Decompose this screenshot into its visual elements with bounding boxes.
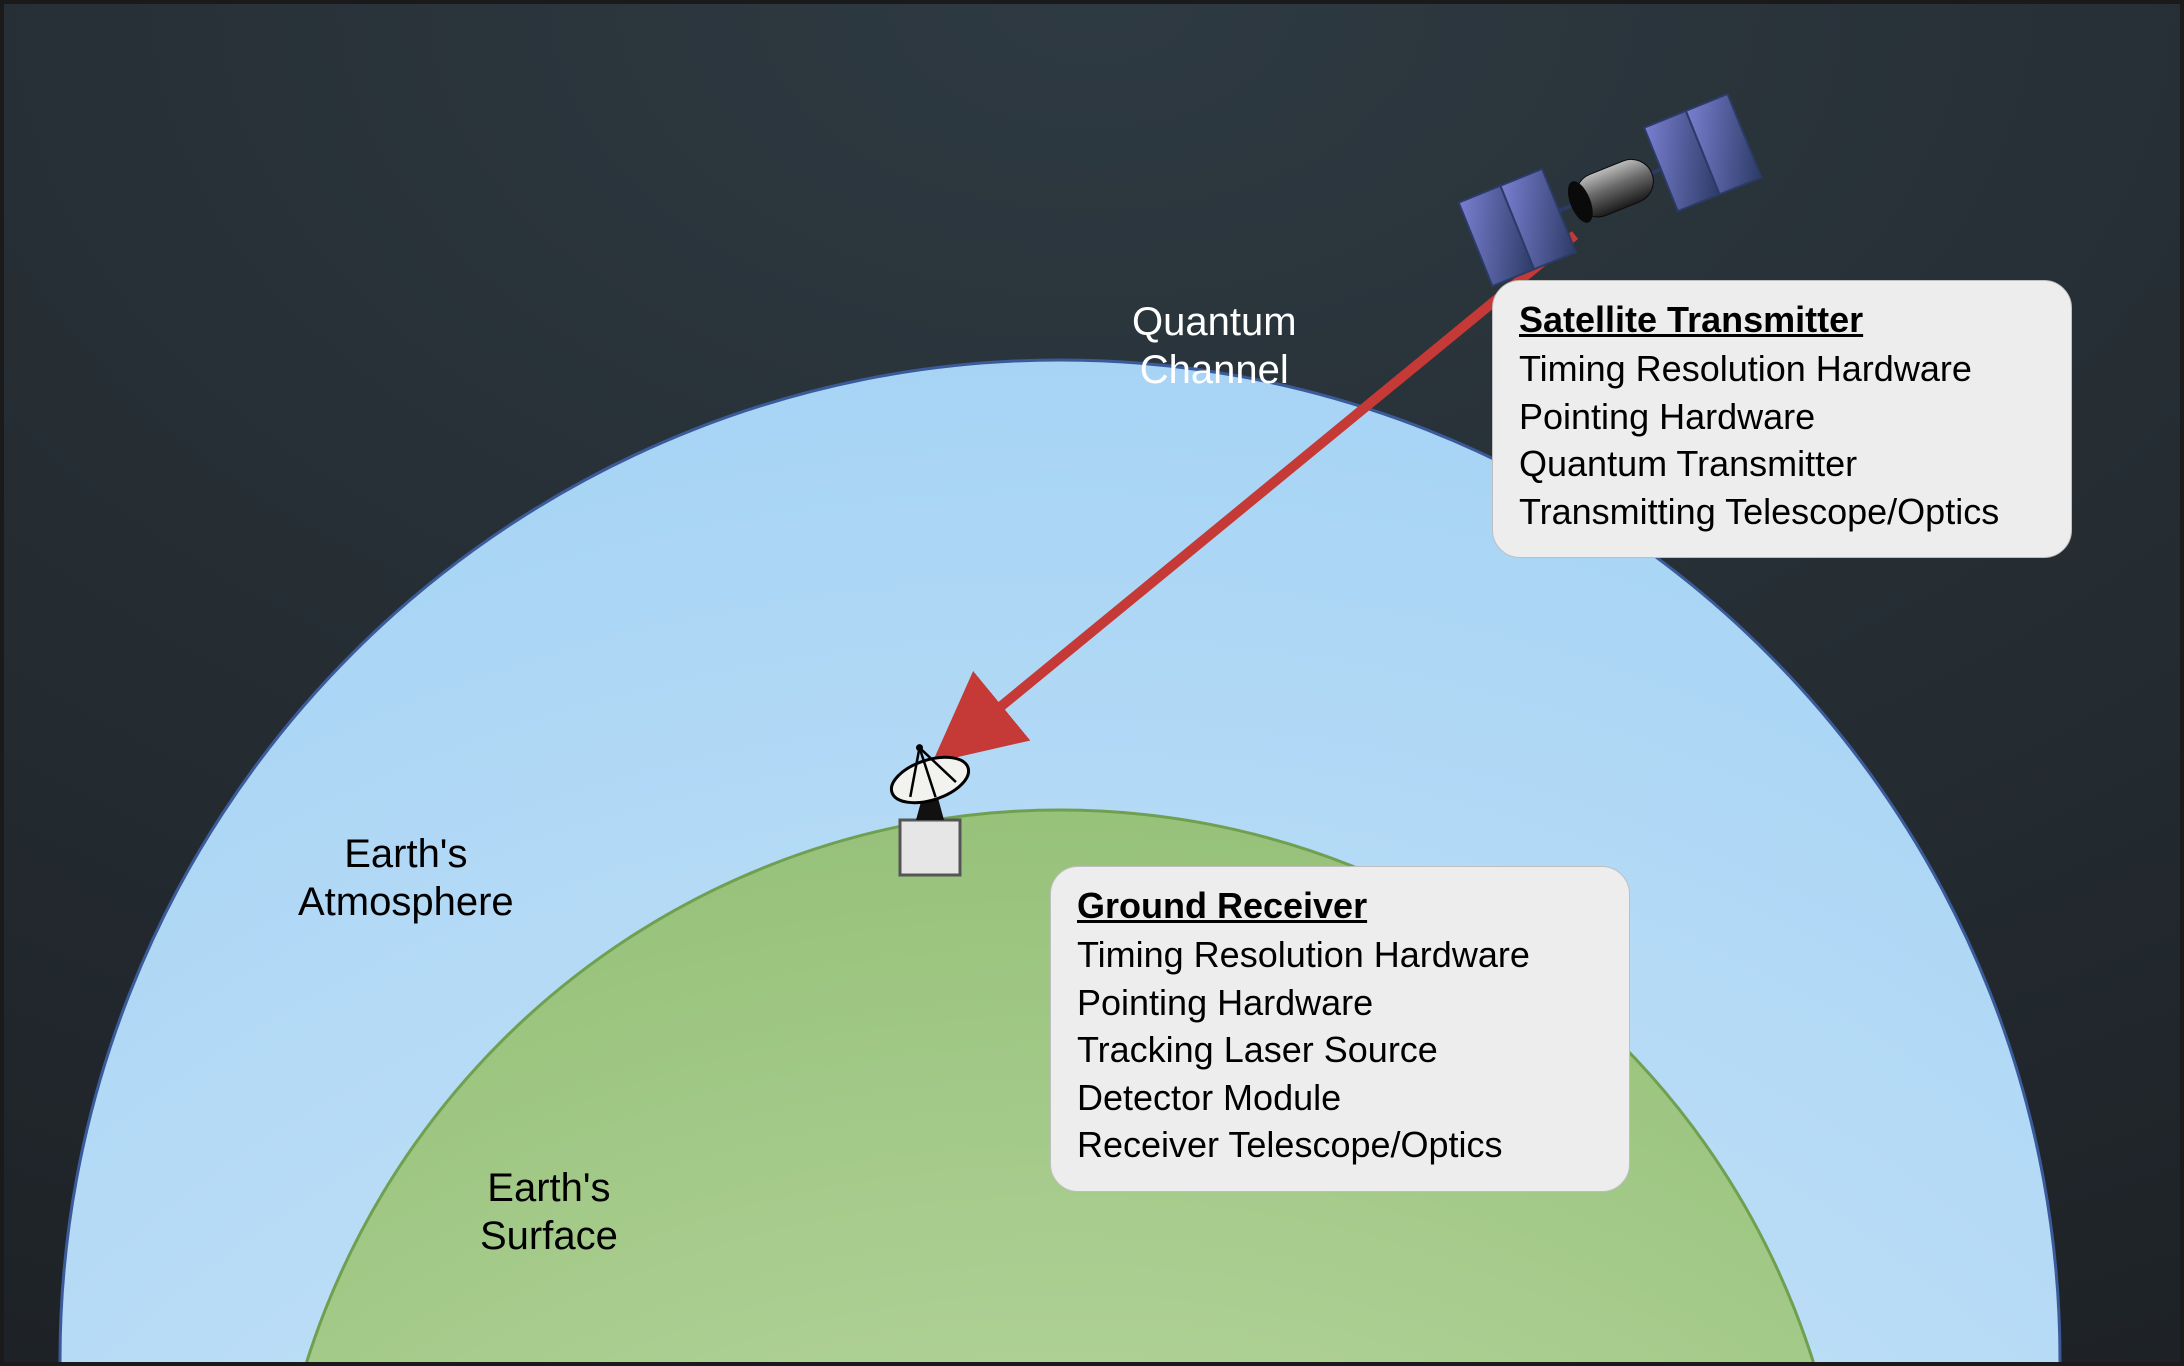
diagram-stage: Quantum Channel Earth's Atmosphere Earth…	[0, 0, 2184, 1366]
atmosphere-label: Earth's Atmosphere	[298, 830, 514, 926]
info-box-item: Transmitting Telescope/Optics	[1519, 488, 2045, 536]
ground-receiver-title: Ground Receiver	[1077, 885, 1603, 927]
info-box-item: Detector Module	[1077, 1074, 1603, 1122]
info-box-item: Quantum Transmitter	[1519, 440, 2045, 488]
ground-receiver-box: Ground Receiver Timing Resolution Hardwa…	[1050, 866, 1630, 1192]
satellite-transmitter-title: Satellite Transmitter	[1519, 299, 2045, 341]
quantum-channel-label: Quantum Channel	[1132, 298, 1297, 394]
ground-receiver-items: Timing Resolution HardwarePointing Hardw…	[1077, 931, 1603, 1169]
info-box-item: Timing Resolution Hardware	[1077, 931, 1603, 979]
surface-label: Earth's Surface	[480, 1164, 618, 1260]
info-box-item: Receiver Telescope/Optics	[1077, 1121, 1603, 1169]
satellite-transmitter-items: Timing Resolution HardwarePointing Hardw…	[1519, 345, 2045, 535]
satellite-transmitter-box: Satellite Transmitter Timing Resolution …	[1492, 280, 2072, 558]
info-box-item: Pointing Hardware	[1519, 393, 2045, 441]
info-box-item: Timing Resolution Hardware	[1519, 345, 2045, 393]
info-box-item: Pointing Hardware	[1077, 979, 1603, 1027]
info-box-item: Tracking Laser Source	[1077, 1026, 1603, 1074]
